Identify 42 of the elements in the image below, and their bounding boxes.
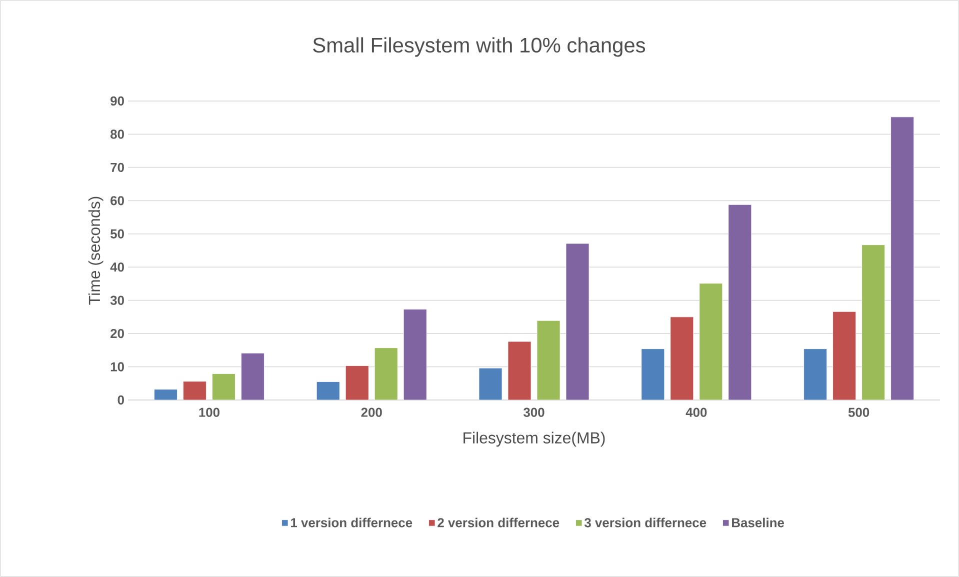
bar: [699, 283, 723, 400]
x-axis-title: Filesystem size(MB): [464, 432, 605, 447]
bar: [154, 389, 178, 400]
bar: [241, 352, 264, 400]
bar: [374, 348, 398, 400]
legend-label: Baseline: [732, 518, 784, 528]
y-tick-label: 40: [110, 262, 124, 272]
legend-label: 3 version differnece: [584, 518, 706, 528]
bar: [670, 316, 694, 400]
bar: [403, 309, 427, 400]
chart-title: Small Filesystem with 10% changes: [313, 37, 646, 57]
bar: [862, 244, 886, 400]
y-tick-label: 30: [110, 296, 124, 305]
bar: [804, 348, 828, 400]
x-tick-label: 100: [199, 408, 220, 417]
y-tick-label: 60: [110, 196, 124, 206]
x-tick-label: 200: [361, 408, 382, 417]
bar: [345, 366, 369, 400]
y-tick-label: 90: [110, 96, 124, 106]
y-tick-label: 20: [110, 328, 124, 338]
x-tick-label: 300: [524, 408, 544, 417]
bar: [316, 382, 340, 400]
bar: [508, 341, 532, 400]
bar: [641, 348, 665, 400]
x-tick-label: 400: [686, 408, 707, 417]
legend-label: 2 version differnece: [438, 518, 560, 528]
bar: [890, 116, 914, 400]
bar: [566, 243, 590, 400]
y-axis-title: Time (seconds): [88, 196, 104, 305]
y-tick-label: 70: [110, 162, 124, 172]
bar: [183, 381, 206, 400]
bar: [832, 311, 856, 400]
y-tick-label: 50: [110, 229, 124, 238]
legend-label: 1 version differnece: [291, 518, 412, 528]
y-tick-label: 80: [110, 130, 124, 139]
x-tick-label: 500: [848, 408, 870, 417]
bar: [212, 374, 236, 400]
bar: [478, 368, 502, 400]
bar: [728, 204, 752, 400]
y-tick-label: 10: [110, 362, 124, 372]
bar: [536, 320, 560, 400]
y-tick-label: 0: [118, 395, 124, 405]
